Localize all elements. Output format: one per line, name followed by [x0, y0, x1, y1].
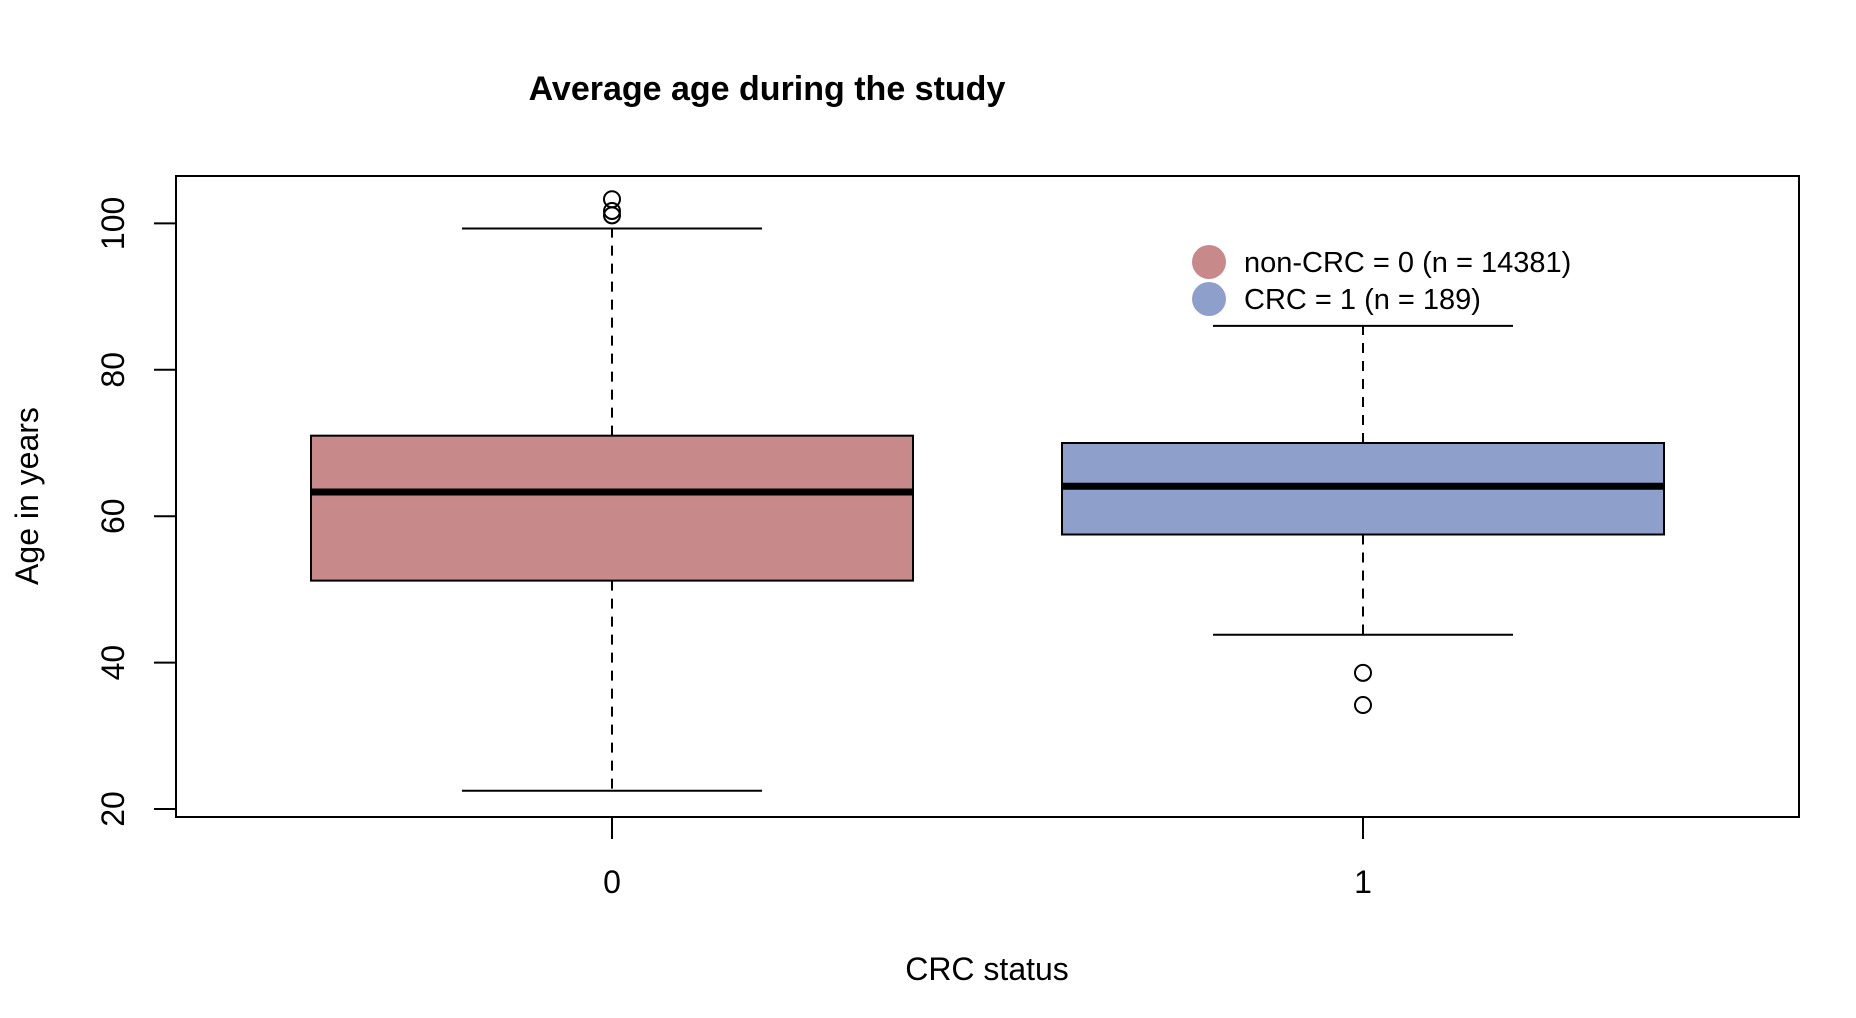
- y-tick-label: 20: [95, 791, 131, 827]
- legend: non-CRC = 0 (n = 14381) CRC = 1 (n = 189): [1192, 245, 1571, 316]
- box-group-0: [310, 190, 914, 792]
- box-group-1: [1061, 324, 1665, 715]
- legend-label: non-CRC = 0 (n = 14381): [1244, 247, 1571, 279]
- legend-swatch: [1192, 282, 1226, 316]
- x-axis-title: CRC status: [905, 951, 1069, 987]
- outlier-point: [603, 206, 621, 225]
- legend-label: CRC = 1 (n = 189): [1244, 284, 1481, 316]
- legend-swatch: [1192, 245, 1226, 279]
- outlier-point: [1354, 696, 1372, 715]
- boxes-layer: [310, 190, 1665, 792]
- box-iqr: [310, 434, 914, 582]
- chart-title: Average age during the study: [529, 70, 1006, 108]
- outlier-point: [603, 201, 621, 220]
- y-axis-title: Age in years: [9, 407, 45, 585]
- y-tick-label: 60: [95, 498, 131, 534]
- x-tick-label: 1: [1354, 864, 1372, 900]
- outlier-point: [1354, 663, 1372, 682]
- y-tick-label: 80: [95, 352, 131, 388]
- y-axis: 20 40 60 80 100: [95, 197, 177, 827]
- y-tick-label: 40: [95, 645, 131, 681]
- x-tick-label: 0: [603, 864, 621, 900]
- y-tick-label: 100: [95, 197, 131, 250]
